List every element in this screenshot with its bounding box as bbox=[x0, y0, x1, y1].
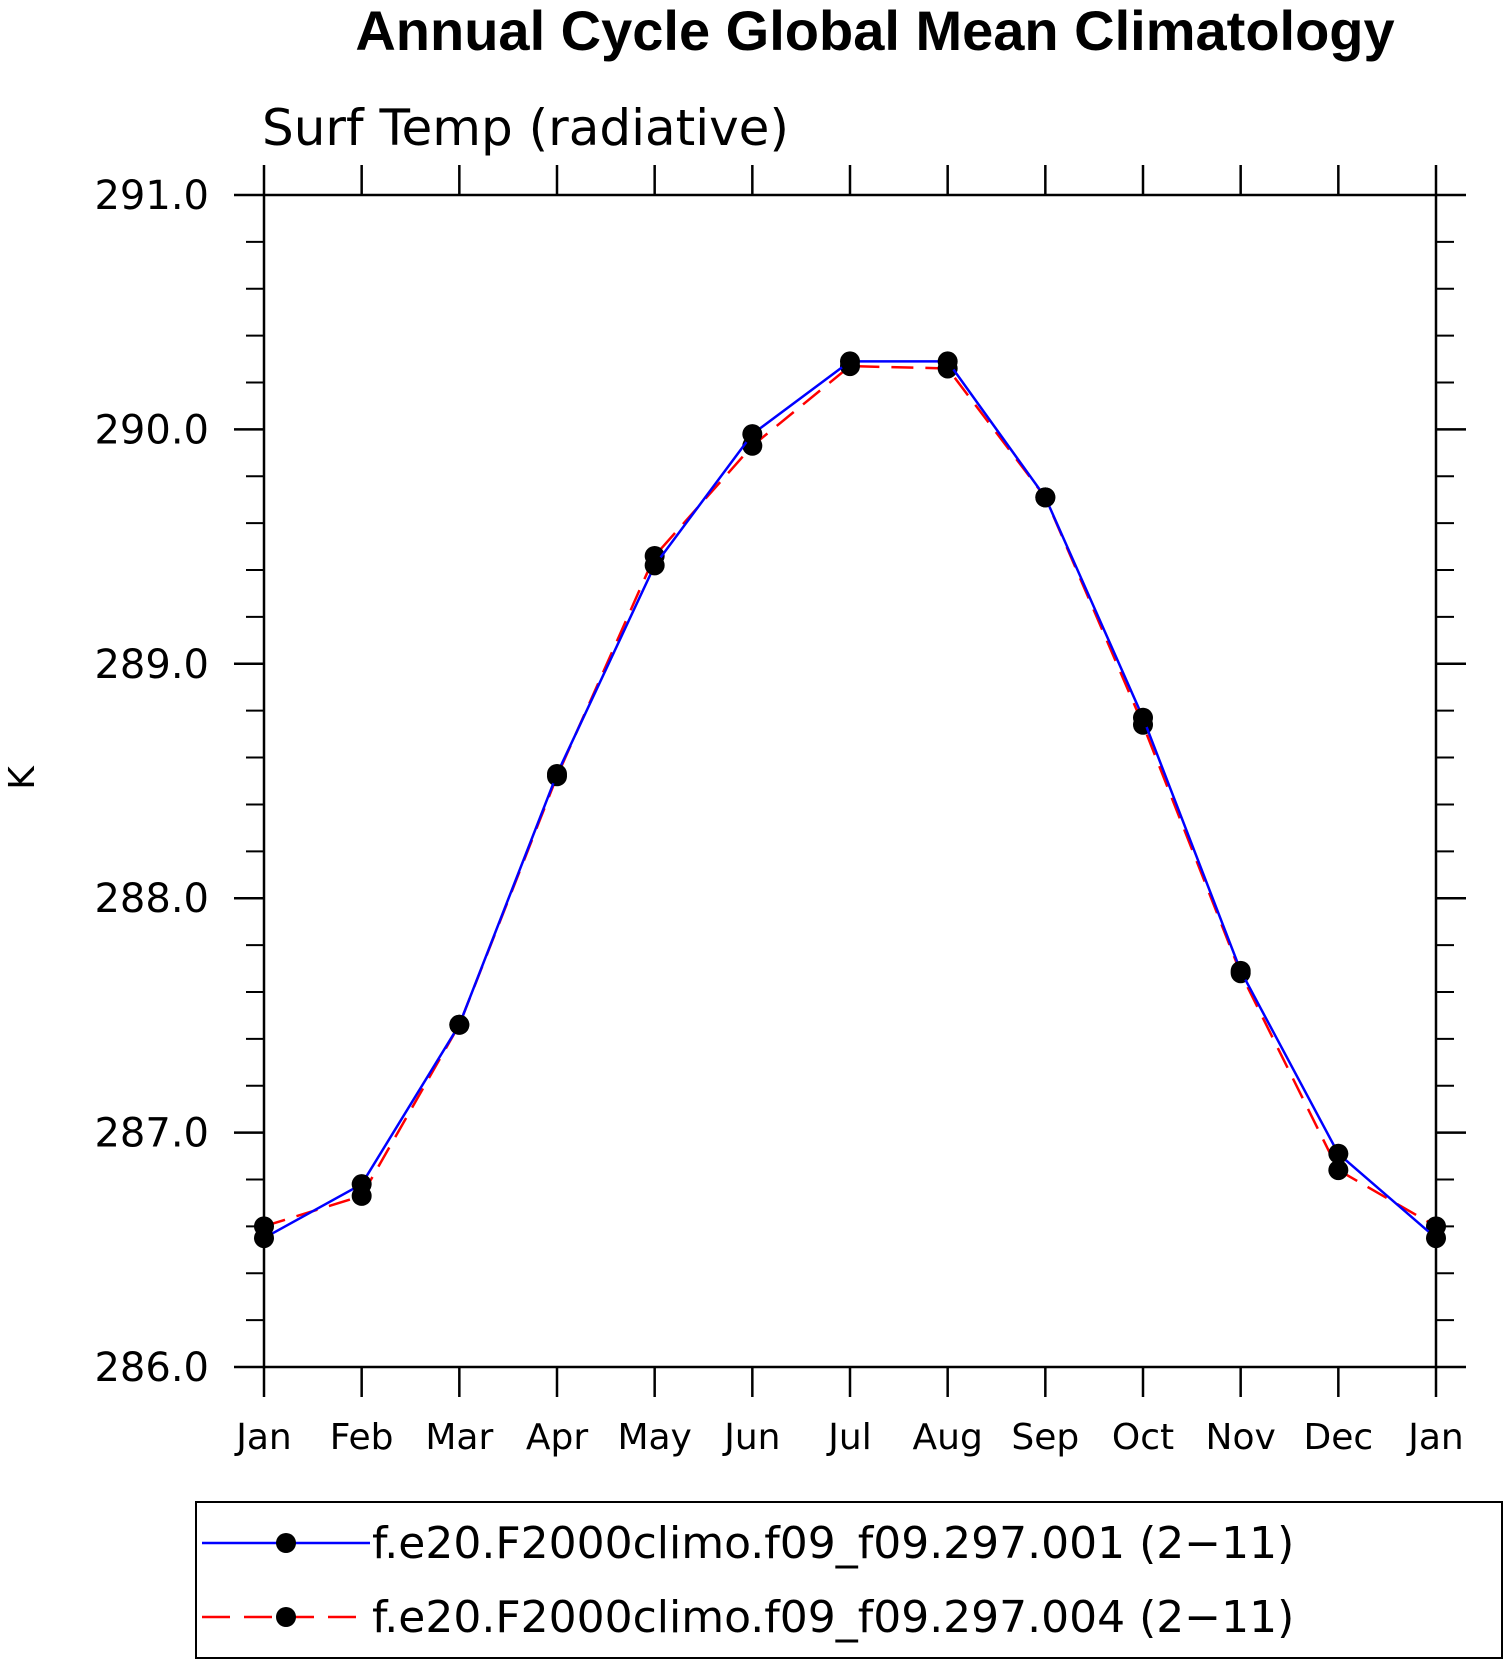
data-point bbox=[1426, 1228, 1446, 1249]
data-point bbox=[937, 351, 958, 372]
data-point bbox=[1133, 707, 1153, 728]
legend-label-2: f.e20.F2000climo.f09_f09.297.004 (2−11) bbox=[372, 1592, 1294, 1643]
data-point bbox=[742, 424, 763, 445]
series-line-2 bbox=[263, 364, 1437, 1228]
x-tick-label: Jul bbox=[826, 1417, 871, 1458]
legend-marker-2 bbox=[276, 1607, 296, 1627]
series-line-1 bbox=[263, 360, 1437, 1240]
data-point bbox=[840, 351, 860, 372]
y-axis-label: K bbox=[2, 765, 43, 790]
x-tick-label: Dec bbox=[1303, 1417, 1373, 1458]
x-tick-label: Apr bbox=[526, 1417, 588, 1458]
legend-entry-1: f.e20.F2000climo.f09_f09.297.001 (2−11) bbox=[202, 1518, 1294, 1569]
legend: f.e20.F2000climo.f09_f09.297.001 (2−11) … bbox=[195, 1501, 1503, 1659]
data-point bbox=[254, 1228, 274, 1249]
legend-entry-2: f.e20.F2000climo.f09_f09.297.004 (2−11) bbox=[202, 1592, 1294, 1643]
data-point bbox=[1035, 487, 1056, 508]
x-tick-label: Aug bbox=[913, 1417, 983, 1458]
y-tick-label: 286.0 bbox=[94, 1345, 209, 1391]
chart-subtitle: Surf Temp (radiative) bbox=[262, 99, 789, 157]
series-2 bbox=[254, 356, 1446, 1237]
x-tick-label: Nov bbox=[1206, 1417, 1276, 1458]
y-tick-label: 291.0 bbox=[94, 173, 209, 219]
data-point bbox=[547, 763, 567, 784]
x-tick-label: Jun bbox=[722, 1417, 780, 1458]
x-axis-ticks: Jan Feb Mar Apr May Jun Jul Aug Sep Oct Nov Dec Jan bbox=[234, 165, 1464, 1458]
x-tick-label: Jan bbox=[234, 1417, 292, 1458]
series-1 bbox=[254, 351, 1446, 1249]
series-layer bbox=[254, 351, 1446, 1249]
y-tick-label: 288.0 bbox=[94, 876, 209, 922]
legend-marker-1 bbox=[276, 1533, 296, 1553]
data-point bbox=[1328, 1143, 1349, 1164]
data-point bbox=[1328, 1160, 1349, 1181]
x-tick-label: Mar bbox=[425, 1417, 493, 1458]
data-point bbox=[1230, 960, 1251, 981]
y-tick-label: 289.0 bbox=[94, 642, 209, 688]
data-point bbox=[449, 1014, 470, 1035]
x-tick-label: May bbox=[617, 1417, 691, 1458]
data-point bbox=[351, 1174, 372, 1195]
y-axis-ticks: 286.0 287.0 288.0 289.0 290.0 291.0 bbox=[94, 173, 1466, 1391]
x-tick-label: Oct bbox=[1112, 1417, 1174, 1458]
x-tick-label: Jan bbox=[1406, 1417, 1464, 1458]
y-tick-label: 287.0 bbox=[94, 1111, 209, 1157]
chart-title: Annual Cycle Global Mean Climatology bbox=[355, 0, 1394, 62]
legend-label-1: f.e20.F2000climo.f09_f09.297.001 (2−11) bbox=[372, 1518, 1294, 1569]
legend-box bbox=[195, 1501, 1503, 1659]
x-tick-label: Feb bbox=[330, 1417, 394, 1458]
y-tick-label: 290.0 bbox=[94, 407, 209, 453]
data-point bbox=[644, 555, 665, 576]
x-tick-label: Sep bbox=[1011, 1417, 1079, 1458]
